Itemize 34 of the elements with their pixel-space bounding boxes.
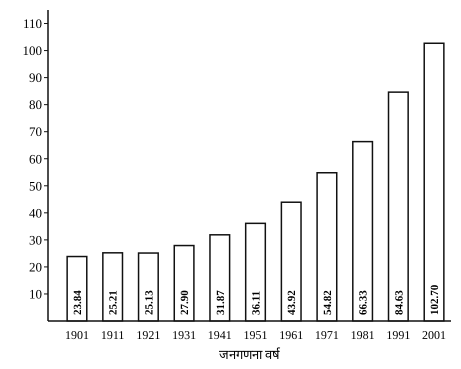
data-label: 66.33 — [358, 290, 370, 315]
data-label: 54.82 — [322, 290, 334, 315]
y-tick-label: 40 — [29, 205, 42, 220]
y-tick-label: 70 — [29, 124, 42, 140]
x-tick-label: 1991 — [386, 328, 410, 342]
data-label: 84.63 — [393, 290, 406, 315]
y-tick-label: 110 — [22, 16, 42, 32]
x-tick-label: 1951 — [244, 328, 268, 342]
x-tick-label: 1931 — [172, 328, 196, 342]
x-tick-label: 1901 — [64, 328, 89, 342]
x-axis-title: जनगणना वर्ष — [218, 347, 282, 362]
y-tick-label: 10 — [29, 286, 42, 302]
x-tick-label: 1961 — [279, 328, 304, 342]
y-tick-label: 30 — [29, 232, 42, 248]
data-label: 31.87 — [214, 290, 227, 315]
data-label: 23.84 — [72, 290, 84, 315]
data-label: 102.70 — [429, 284, 442, 315]
y-tick-label: 60 — [29, 151, 42, 166]
x-tick-label: 1921 — [136, 328, 160, 342]
data-label: 25.21 — [108, 290, 120, 315]
y-tick-label: 80 — [29, 97, 42, 112]
x-tick-label: 1971 — [314, 328, 339, 342]
data-label: 36.11 — [250, 290, 262, 315]
data-label: 25.13 — [143, 290, 156, 315]
y-tick-label: 100 — [22, 43, 42, 58]
x-tick-label: 1911 — [100, 328, 124, 342]
y-tick-label: 20 — [29, 259, 42, 274]
x-tick-label: 2001 — [422, 328, 446, 342]
y-tick-label: 50 — [29, 178, 42, 194]
data-label: 27.90 — [179, 290, 192, 315]
data-label: 43.92 — [286, 290, 298, 315]
x-tick-label: 1941 — [208, 328, 232, 342]
x-tick-label: 1981 — [350, 328, 375, 342]
y-tick-label: 90 — [29, 70, 42, 86]
